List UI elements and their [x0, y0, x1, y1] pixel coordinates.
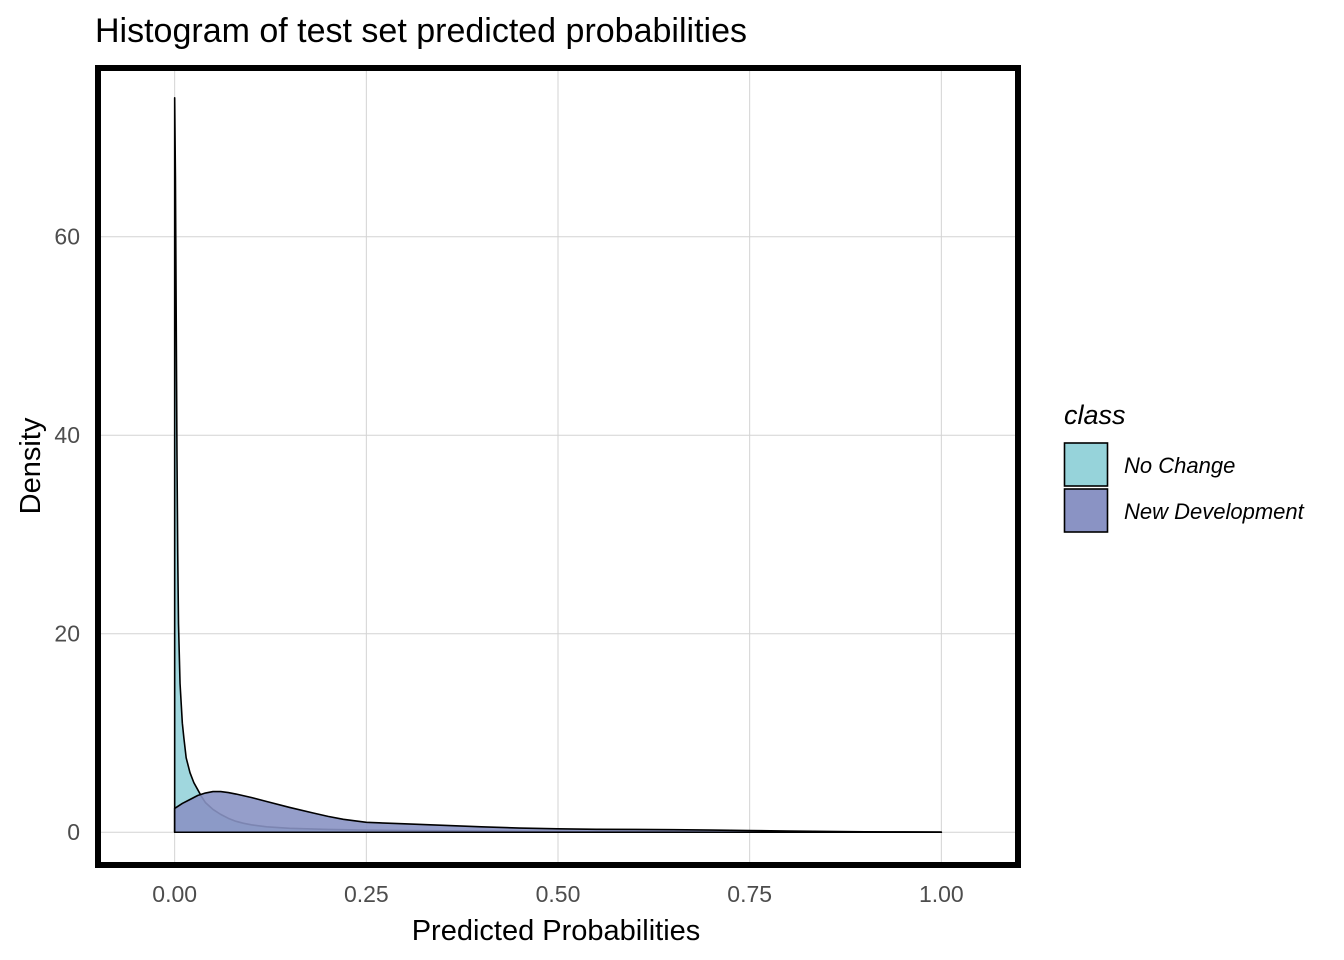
legend-key	[1063, 488, 1109, 533]
panel-border	[95, 65, 1021, 868]
x-tick-label: 0.50	[536, 881, 581, 907]
legend-label: No Change	[1124, 453, 1235, 478]
legend-label: New Development	[1124, 499, 1305, 524]
gridlines	[98, 68, 1018, 865]
y-axis-title: Density	[15, 417, 47, 514]
y-tick-label: 20	[54, 621, 80, 647]
chart-title: Histogram of test set predicted probabil…	[95, 12, 747, 50]
legend-key	[1063, 442, 1109, 487]
x-tick-label: 0.00	[152, 881, 197, 907]
legend-title: class	[1064, 400, 1126, 430]
y-tick-label: 40	[54, 422, 80, 448]
density-areas	[173, 96, 943, 834]
x-axis-ticks: 0.00 0.25 0.50 0.75 1.00	[152, 881, 963, 907]
y-axis-ticks: 0 20 40 60	[54, 224, 80, 846]
density-area-new-development	[173, 790, 943, 834]
x-axis-title: Predicted Probabilities	[412, 915, 701, 947]
x-tick-label: 0.75	[727, 881, 772, 907]
y-tick-label: 60	[54, 224, 80, 250]
y-tick-label: 0	[67, 819, 80, 845]
x-tick-label: 0.25	[344, 881, 389, 907]
x-tick-label: 1.00	[919, 881, 964, 907]
legend: class No Change New Development	[1063, 400, 1305, 533]
